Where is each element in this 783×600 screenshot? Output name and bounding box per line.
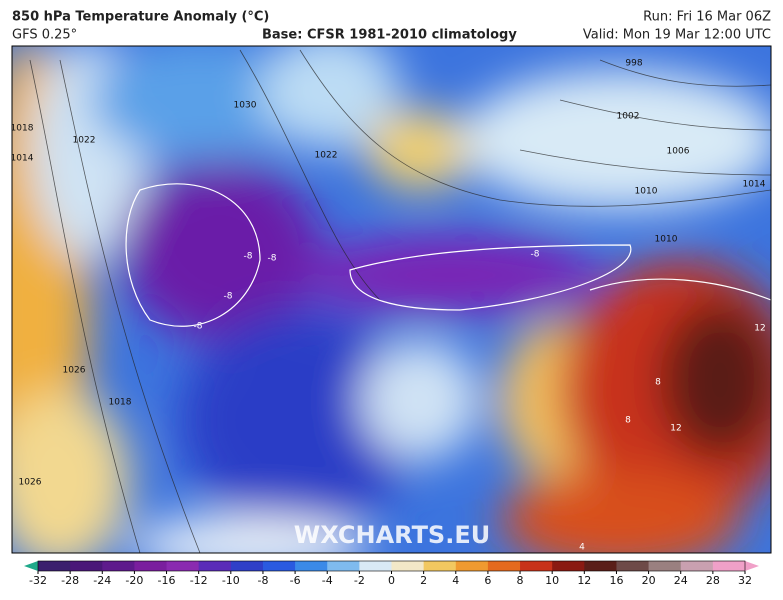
colorbar-segment	[198, 561, 232, 571]
colorbar-tick-label: -12	[190, 574, 208, 587]
colorbar-segment	[487, 561, 521, 571]
model: GFS 0.25°	[12, 28, 77, 43]
isobar-label: 1022	[73, 136, 96, 146]
isobar-label: 1014	[11, 154, 34, 164]
anomaly-label: 8	[655, 378, 661, 388]
colorbar-tick-label: 4	[452, 574, 459, 587]
base: Base: CFSR 1981-2010 climatology	[262, 28, 517, 43]
colorbar-tick-label: -32	[29, 574, 47, 587]
colorbar-tick-label: 12	[577, 574, 591, 587]
colorbar-tick-label: 24	[674, 574, 688, 587]
colorbar-segment	[584, 561, 617, 571]
colorbar-tick-label: 20	[642, 574, 656, 587]
colorbar-arrow	[24, 561, 38, 571]
colorbar-segment	[391, 561, 425, 571]
colorbar-segment	[295, 561, 328, 571]
colorbar-segment	[262, 561, 296, 571]
colorbar-segment	[230, 561, 264, 571]
isobar-label: 1026	[63, 366, 86, 376]
colorbar-segment	[327, 561, 360, 571]
colorbar-tick-label: 28	[706, 574, 720, 587]
colorbar-segment	[423, 561, 457, 571]
colorbar-tick-label: -10	[222, 574, 240, 587]
isobar-label: 1022	[315, 151, 338, 161]
colorbar-arrow	[745, 561, 759, 571]
colorbar-tick-label: 6	[484, 574, 491, 587]
colorbar-tick-label: -24	[93, 574, 111, 587]
colorbar-tick-label: 0	[388, 574, 395, 587]
colorbar-segment	[102, 561, 135, 571]
isobar-label: 1014	[743, 180, 766, 190]
colorbar-tick-label: 10	[545, 574, 559, 587]
colorbar-tick-label: -28	[61, 574, 79, 587]
anomaly-label: 8	[625, 416, 631, 426]
map-frame	[11, 45, 772, 554]
colorbar-segment	[680, 561, 714, 571]
colorbar-segment	[134, 561, 168, 571]
isobar-label: 998	[625, 59, 642, 69]
colorbar-tick-label: 8	[517, 574, 524, 587]
colorbar-tick-label: 32	[738, 574, 752, 587]
colorbar-segment	[166, 561, 200, 571]
isobar-label: 1018	[109, 398, 132, 408]
colorbar-segment	[712, 561, 746, 571]
isobar-label: 1006	[667, 147, 690, 157]
title: 850 hPa Temperature Anomaly (°C)	[12, 10, 269, 25]
isobar-label: 1010	[635, 187, 658, 197]
anomaly-label: 12	[670, 424, 681, 434]
colorbar: -32 -28 -24 -20 -16 -12 -10 -8 -6 -4 -2 0 2 4 6 8 10 12 16…	[24, 560, 759, 587]
anomaly-label: -8	[194, 322, 203, 332]
colorbar-segment	[359, 561, 392, 571]
anomaly-label: 4	[579, 543, 585, 553]
colorbar-segment	[552, 561, 585, 571]
anomaly-label: -8	[531, 250, 540, 260]
colorbar-tick-label: -20	[125, 574, 143, 587]
anomaly-label: -8	[224, 292, 233, 302]
run: Run: Fri 16 Mar 06Z	[643, 10, 771, 25]
colorbar-segment	[70, 561, 103, 571]
isobar-label: 1026	[19, 478, 42, 488]
colorbar-segment	[455, 561, 489, 571]
isobar-label: 1010	[655, 235, 678, 245]
anomaly-label: -8	[268, 254, 277, 264]
valid: Valid: Mon 19 Mar 12:00 UTC	[583, 28, 771, 43]
colorbar-tick-label: -6	[290, 574, 301, 587]
colorbar-tick-label: 16	[609, 574, 623, 587]
colorbar-segment	[38, 561, 71, 571]
colorbar-tick-label: -16	[158, 574, 176, 587]
colorbar-tick-label: -8	[257, 574, 268, 587]
isobar-label: 1018	[11, 124, 34, 134]
isobar-label: 1002	[617, 112, 640, 122]
watermark: WXCHARTS.EU	[294, 521, 490, 549]
map	[12, 46, 771, 553]
anomaly-label: 12	[754, 324, 765, 334]
colorbar-tick-label: -4	[322, 574, 333, 587]
colorbar-tick-label: -2	[354, 574, 365, 587]
anomaly-label: -8	[244, 252, 253, 262]
colorbar-segment	[648, 561, 682, 571]
colorbar-tick-label: 2	[420, 574, 427, 587]
isobar-label: 1030	[234, 101, 257, 111]
colorbar-segment	[616, 561, 650, 571]
colorbar-segment	[520, 561, 553, 571]
